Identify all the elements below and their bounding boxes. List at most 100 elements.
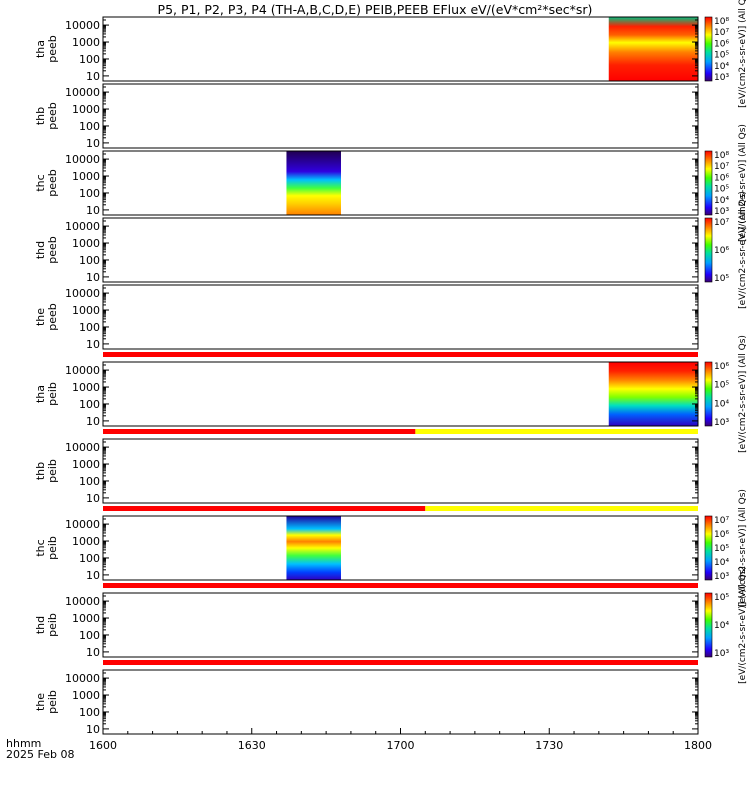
colorbar-units-label: [eV/(cm2-s-sr-eV)] (All Qs): [738, 124, 748, 242]
y-tick-label: 10: [86, 415, 100, 428]
panel-label-tha-peeb: tha peeb: [34, 35, 59, 63]
panel-label-thb-peeb: thb peeb: [34, 102, 59, 130]
y-tick-label: 10000: [65, 441, 100, 454]
y-tick-label: 10000: [65, 518, 100, 531]
y-tick-label: 100: [79, 53, 100, 66]
colorbar-units-label: [eV/(cm2-s-sr-eV)] (All Qs): [738, 191, 748, 309]
y-tick-label: 10000: [65, 86, 100, 99]
status-bar-segment: [103, 352, 698, 357]
panel-label-thc-peeb: thc peeb: [34, 169, 59, 197]
status-bar-segment: [415, 429, 698, 434]
colorbar-tick-label: 10⁵: [714, 593, 729, 603]
y-tick-label: 10: [86, 271, 100, 284]
spectrogram-tha-peib: [608, 362, 698, 426]
status-bar-segment: [103, 506, 426, 511]
panel-frame-thd-peib: [102, 592, 699, 658]
y-tick-label: 10000: [65, 595, 100, 608]
colorbar-tick-label: 10⁷: [714, 516, 729, 526]
colorbar-units-label: [eV/(cm2-s-sr-eV)] (All Qs): [738, 566, 748, 684]
colorbar-tick-label: 10⁷: [714, 218, 729, 228]
colorbar-tick-label: 10⁵: [714, 51, 729, 61]
y-tick-label: 10: [86, 569, 100, 582]
spectrogram-thc-peeb: [286, 151, 341, 215]
y-tick-label: 10000: [65, 287, 100, 300]
colorbar-tick-label: 10⁵: [714, 544, 729, 554]
y-tick-label: 100: [79, 321, 100, 334]
y-tick-label: 1000: [72, 304, 100, 317]
panel-frame-the-peib: [102, 669, 699, 735]
panel-label-probe: tha: [34, 40, 47, 58]
colorbar-label-thd-peib: [eV/(cm2-s-sr-eV)] (All Qs): [738, 566, 748, 684]
panel-label-the-peib: the peib: [34, 690, 59, 714]
y-tick-label: 10000: [65, 364, 100, 377]
panel-label-product: peeb: [46, 169, 59, 197]
panel-label-product: peeb: [46, 102, 59, 130]
panel-label-tha-peib: tha peib: [34, 382, 59, 406]
status-bar-segment: [103, 429, 416, 434]
colorbar-tha-peeb: [704, 16, 713, 82]
colorbar-tick-label: 10⁴: [714, 621, 729, 631]
y-tick-label: 10: [86, 338, 100, 351]
spectrogram-tha-peeb: [608, 17, 698, 81]
panel-frames-layer: [102, 16, 713, 735]
y-tick-label: 10000: [65, 153, 100, 166]
spectrogram-thc-peib: [286, 516, 341, 580]
colorbar-thd-peib: [704, 592, 713, 658]
y-tick-label: 100: [79, 475, 100, 488]
colorbar-tick-label: 10⁴: [714, 558, 729, 568]
colorbar-tha-peib: [704, 361, 713, 427]
y-tick-label: 10: [86, 70, 100, 83]
y-tick-label: 10: [86, 492, 100, 505]
panel-label-thb-peib: thb peib: [34, 459, 59, 483]
panel-label-the-peeb: the peeb: [34, 303, 59, 331]
panel-label-probe: thb: [34, 107, 47, 125]
status-bar-layer: [103, 352, 698, 665]
colorbar-units-label: [eV/(cm2-s-sr-eV)] (All Qs): [738, 489, 748, 607]
colorbar-thd-peeb: [704, 217, 713, 283]
panel-frame-the-peeb: [102, 284, 699, 350]
panel-label-probe: thc: [34, 174, 47, 191]
y-tick-label: 100: [79, 706, 100, 719]
y-tick-label: 10000: [65, 672, 100, 685]
panel-label-product: peeb: [46, 236, 59, 264]
colorbar-tick-label: 10⁶: [714, 39, 729, 49]
panel-label-probe: the: [34, 693, 47, 711]
y-tick-label: 100: [79, 398, 100, 411]
y-tick-label: 10: [86, 137, 100, 150]
panel-label-probe: thd: [34, 616, 47, 634]
colorbar-tick-label: 10³: [714, 418, 729, 428]
panel-label-product: peib: [46, 459, 59, 483]
colorbar-label-thd-peeb: [eV/(cm2-s-sr-eV)] (All Qs): [738, 191, 748, 309]
y-tick-label: 1000: [72, 458, 100, 471]
panel-frame-thc-peib: [102, 515, 699, 581]
panel-frame-thb-peeb: [102, 83, 699, 149]
colorbar-tick-label: 10⁶: [714, 362, 729, 372]
colorbar-label-tha-peeb: [eV/(cm2-s-sr-eV)] (All Qs): [738, 0, 748, 108]
colorbar-tick-label: 10⁷: [714, 28, 729, 38]
colorbar-tick-label: 10⁵: [714, 381, 729, 391]
panel-label-product: peib: [46, 382, 59, 406]
y-tick-label: 1000: [72, 103, 100, 116]
panel-label-product: peeb: [46, 35, 59, 63]
y-tick-label: 1000: [72, 689, 100, 702]
y-tick-label: 1000: [72, 535, 100, 548]
x-tick-label: 1730: [535, 739, 563, 752]
status-bar-segment: [103, 583, 698, 588]
panel-label-product: peib: [46, 536, 59, 560]
panel-label-product: peib: [46, 690, 59, 714]
y-tick-label: 10000: [65, 19, 100, 32]
panel-label-probe: thd: [34, 241, 47, 259]
panel-label-thc-peib: thc peib: [34, 536, 59, 560]
panel-frame-thc-peeb: [102, 150, 699, 216]
y-tick-label: 10: [86, 723, 100, 736]
figure-title: P5, P1, P2, P3, P4 (TH-A,B,C,D,E) PEIB,P…: [157, 2, 593, 17]
y-tick-label: 10: [86, 204, 100, 217]
colorbar-thc-peib: [704, 515, 713, 581]
colorbar-units-label: [eV/(cm2-s-sr-eV)] (All Qs): [738, 0, 748, 108]
y-tick-label: 1000: [72, 170, 100, 183]
colorbar-label-thc-peib: [eV/(cm2-s-sr-eV)] (All Qs): [738, 489, 748, 607]
y-tick-label: 1000: [72, 381, 100, 394]
colorbar-tick-label: 10⁵: [714, 274, 729, 284]
y-tick-label: 10: [86, 646, 100, 659]
